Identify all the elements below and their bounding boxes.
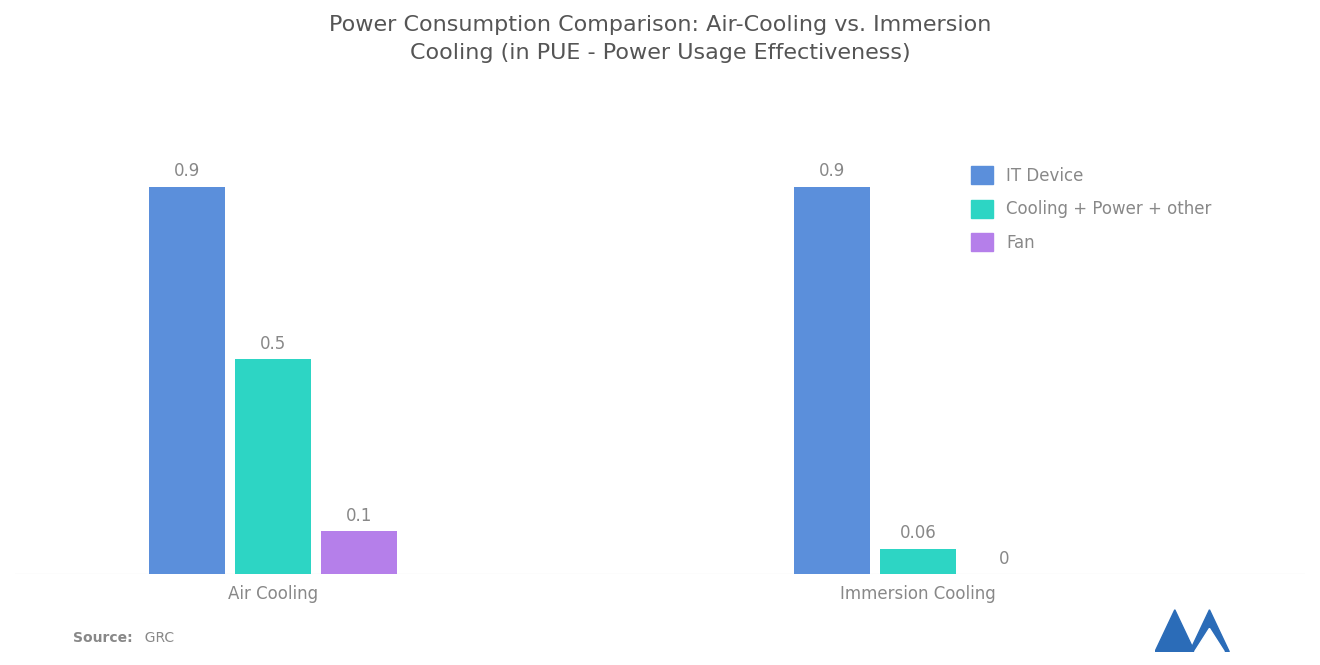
Text: 0.9: 0.9 [174, 162, 201, 180]
Bar [235, 359, 310, 575]
Text: 0.06: 0.06 [900, 524, 936, 542]
Bar [795, 187, 870, 575]
Polygon shape [1155, 610, 1195, 652]
Bar [321, 531, 397, 575]
Bar [880, 549, 956, 575]
Text: GRC: GRC [136, 630, 174, 645]
Polygon shape [1189, 610, 1229, 652]
Text: 0.1: 0.1 [346, 507, 372, 525]
Bar [149, 187, 224, 575]
Text: 0.9: 0.9 [818, 162, 845, 180]
Text: 0: 0 [999, 550, 1010, 568]
Title: Power Consumption Comparison: Air-Cooling vs. Immersion
Cooling (in PUE - Power : Power Consumption Comparison: Air-Coolin… [329, 15, 991, 63]
Text: Source:: Source: [73, 630, 132, 645]
Text: 0.5: 0.5 [260, 334, 286, 352]
Legend: IT Device, Cooling + Power + other, Fan: IT Device, Cooling + Power + other, Fan [972, 166, 1212, 252]
Polygon shape [1195, 628, 1225, 652]
